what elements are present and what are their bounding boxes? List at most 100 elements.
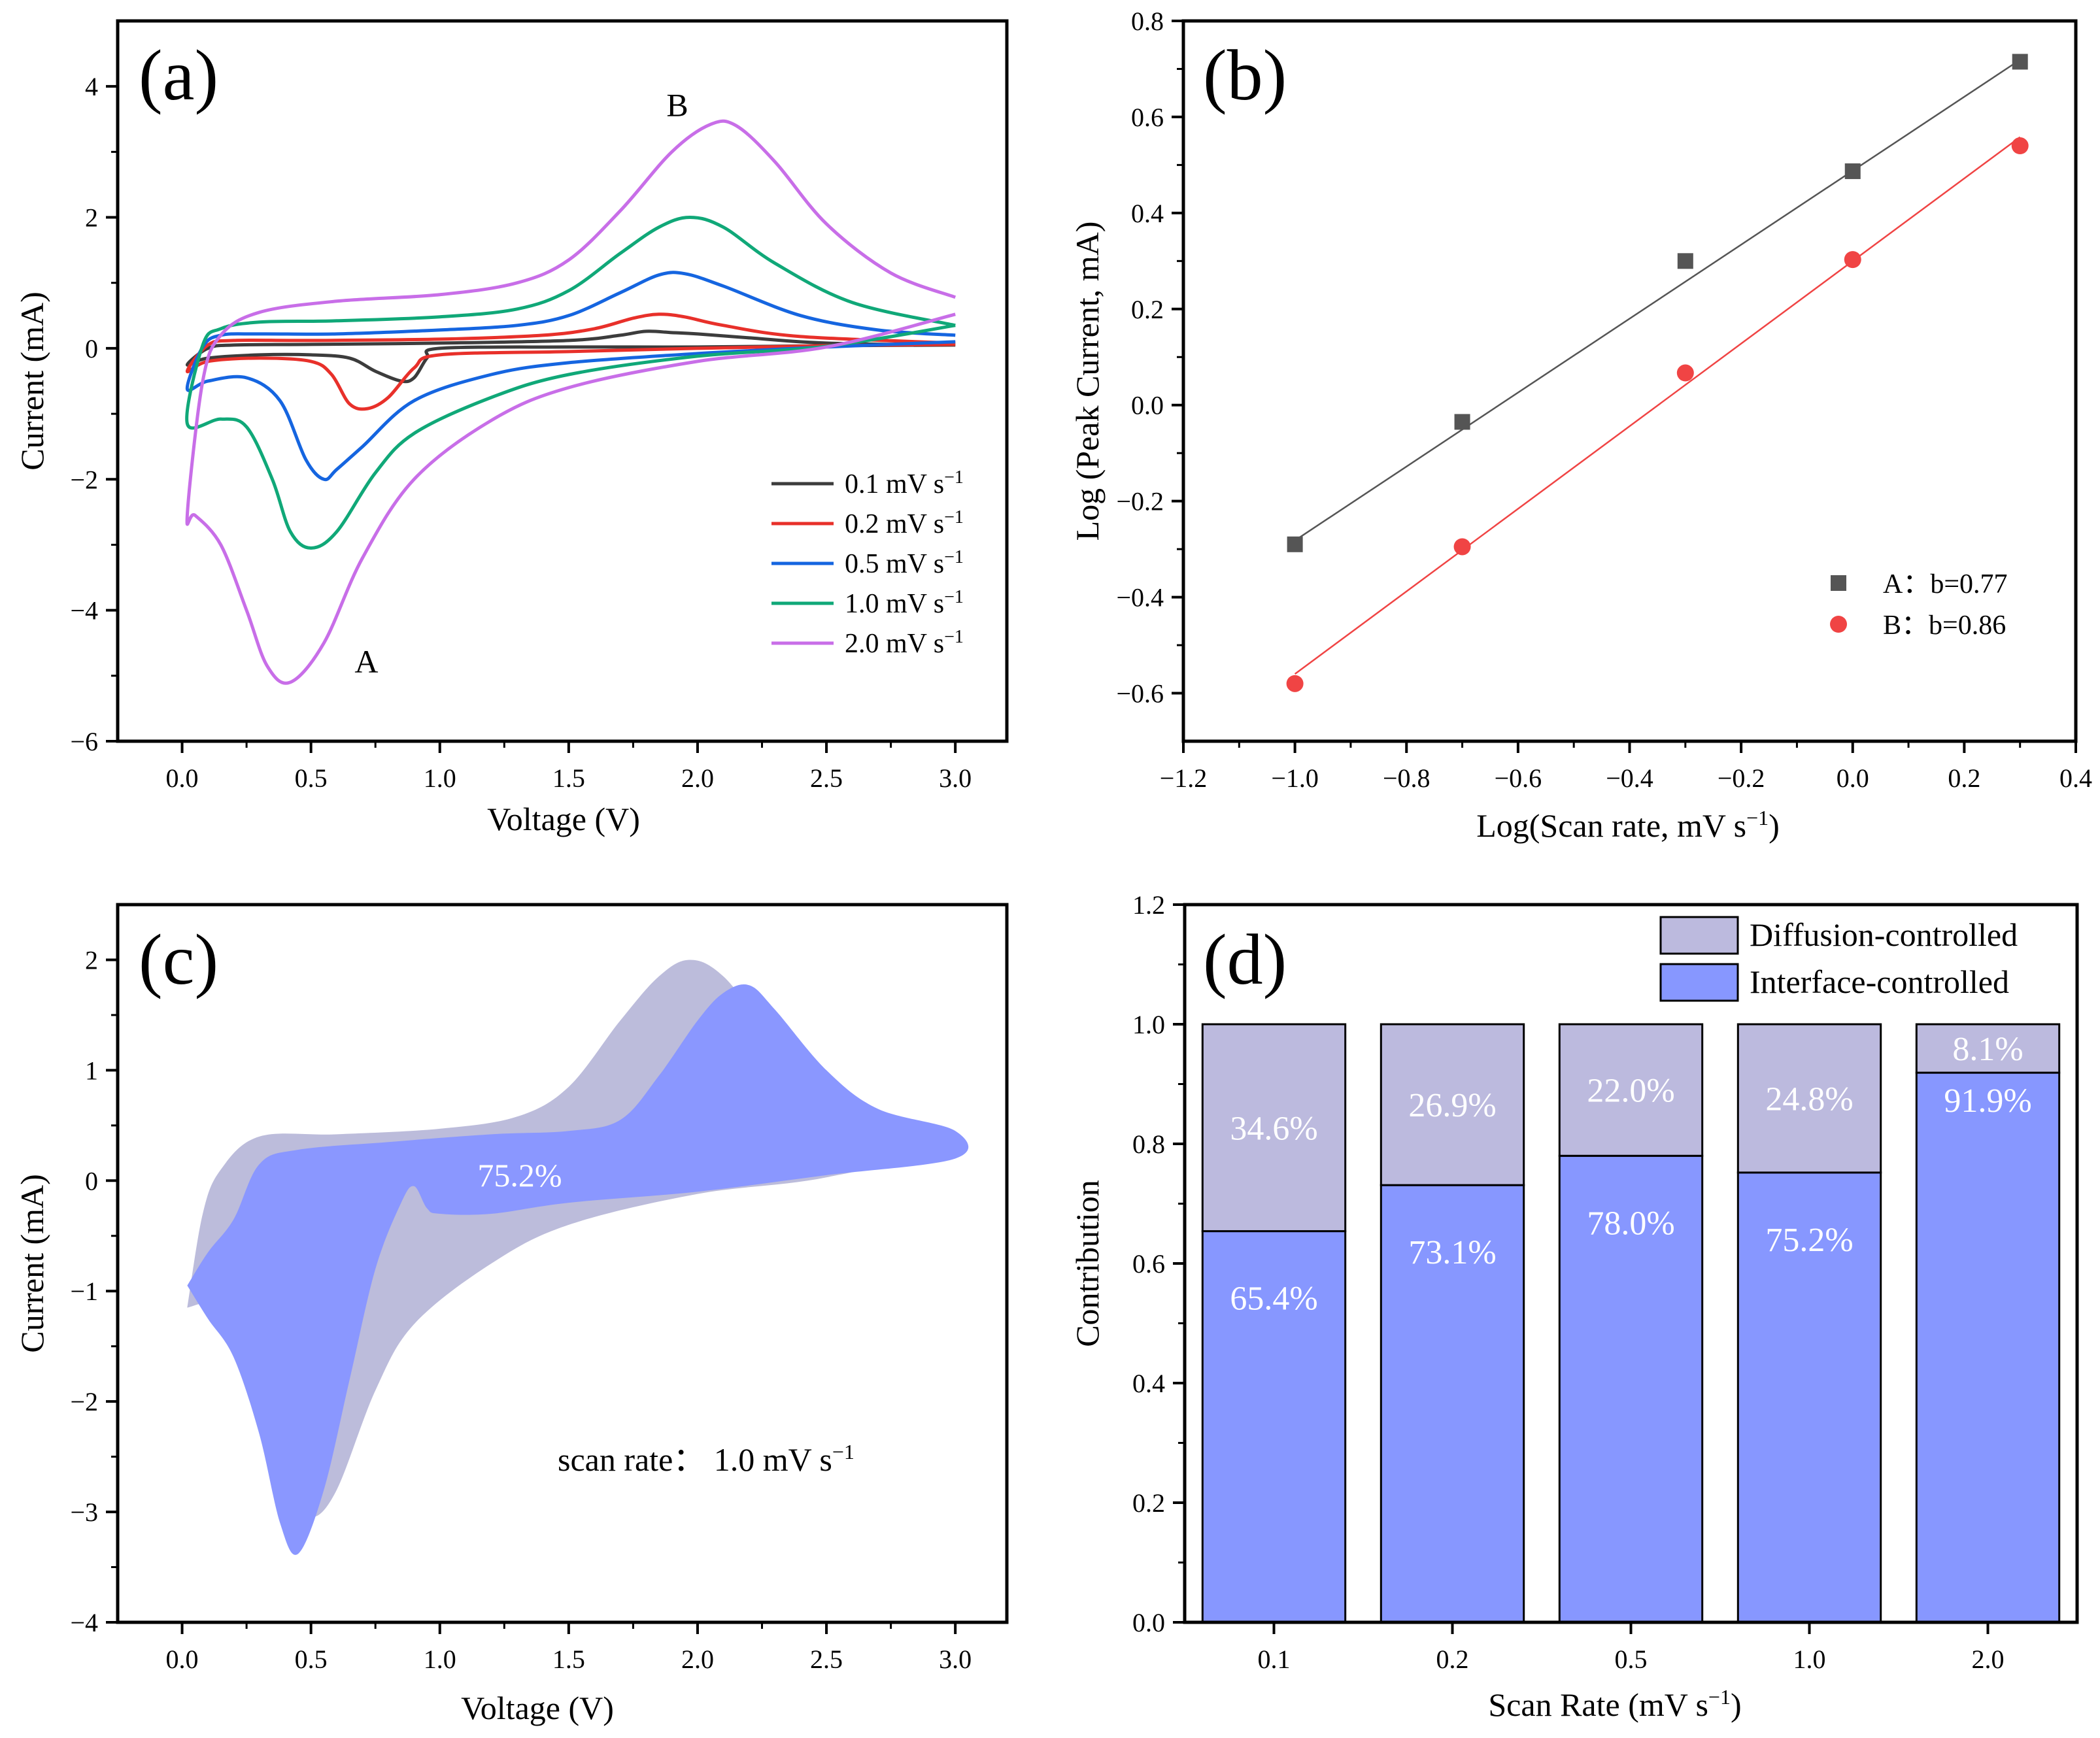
x-tick-label-c: 1.5 xyxy=(552,1645,585,1674)
peak-label-b: B xyxy=(666,86,688,123)
point-a xyxy=(2012,54,2028,70)
y-tick-label-a: 4 xyxy=(85,72,98,101)
x-tick-label-c: 0.5 xyxy=(295,1645,328,1674)
x-tick-label-d: 2.0 xyxy=(1972,1645,2005,1674)
x-tick-label-b: 0.4 xyxy=(2059,763,2092,793)
cv-curve-1 xyxy=(185,312,956,411)
capacitive-percent-label: 75.2% xyxy=(477,1157,562,1194)
y-tick-label-a: −2 xyxy=(70,465,98,494)
x-tick-label-a: 3.0 xyxy=(939,763,972,793)
y-tick-label-b: 0.2 xyxy=(1131,295,1164,324)
legend-label-b: A：b=0.77 xyxy=(1883,569,2008,599)
x-tick-label-b: −0.8 xyxy=(1383,763,1431,793)
ticks-d: 0.1 0.2 0.5 1.0 2.0 0.0 0.2 0.4 0.6 0.8 1.0 1.2 xyxy=(1132,890,2005,1674)
x-tick-label-a: 2.0 xyxy=(681,763,714,793)
y-axis-label-a: Current (mA) xyxy=(14,292,50,471)
point-b xyxy=(1453,538,1471,556)
y-tick-label-c: 0 xyxy=(85,1166,98,1195)
legend-label-d: Interface-controlled xyxy=(1750,963,2009,1000)
y-tick-label-a: −6 xyxy=(70,727,98,756)
cv-area-capacitive xyxy=(187,984,969,1555)
scan-rate-exponent: −1 xyxy=(832,1440,855,1463)
panel-b: −1.2 −1.0 −0.8 −0.6 −0.4 −0.2 0.0 0.2 0.4 −0.6 −0.… xyxy=(1069,7,2092,844)
bar-diffusion xyxy=(1558,1023,1704,1157)
y-axis-label-d: Contribution xyxy=(1069,1180,1106,1347)
y-tick-label-b: 0.6 xyxy=(1131,103,1164,132)
y-tick-label-c: −4 xyxy=(70,1608,98,1637)
plot-frame-a xyxy=(116,19,1009,743)
x-tick-label-c: 1.0 xyxy=(424,1645,456,1674)
fit-line-1 xyxy=(1294,136,2021,675)
y-tick-label-a: 2 xyxy=(85,203,98,233)
x-tick-label-b: −0.6 xyxy=(1495,763,1542,793)
panel-c: 0.0 0.5 1.0 1.5 2.0 2.5 3.0 −4 −3 −2 −1 0 1 2 (c) 75.… xyxy=(14,903,1009,1726)
x-tick-label-d: 0.2 xyxy=(1436,1645,1469,1674)
bar-value-label: 26.9% xyxy=(1408,1087,1496,1124)
legend-d: Diffusion-controlled Interface-controlled xyxy=(1659,916,2018,1002)
legend-swatch-d xyxy=(1659,963,1739,1002)
bar-diffusion xyxy=(1201,1023,1347,1233)
y-tick-label-c: 1 xyxy=(85,1056,98,1085)
point-a xyxy=(1844,163,1861,179)
x-tick-label-a: 2.5 xyxy=(810,763,843,793)
x-tick-label-d: 0.5 xyxy=(1615,1645,1648,1674)
y-tick-label-b: 0.8 xyxy=(1131,7,1164,36)
scan-rate-text: scan rate： 1.0 mV s xyxy=(558,1441,832,1478)
bar-value-label: 24.8% xyxy=(1765,1080,1853,1118)
fit-line-0 xyxy=(1294,59,2021,541)
bar-value-label: 75.2% xyxy=(1765,1222,1853,1259)
x-tick-label-d: 0.1 xyxy=(1258,1645,1291,1674)
y-tick-label-b: −0.6 xyxy=(1116,679,1164,709)
x-tick-label-c: 3.0 xyxy=(939,1645,972,1674)
x-tick-label-b: −0.4 xyxy=(1606,763,1653,793)
x-tick-label-a: 1.0 xyxy=(424,763,456,793)
point-a xyxy=(1677,253,1693,269)
y-tick-label-c: 2 xyxy=(85,945,98,975)
point-b xyxy=(1286,675,1304,692)
y-tick-label-d: 0.0 xyxy=(1132,1608,1165,1637)
bar-interface xyxy=(1558,1154,1704,1624)
bar-interface xyxy=(1915,1071,2061,1624)
cv-curve-2 xyxy=(185,271,956,482)
cv-curves-a xyxy=(185,119,957,685)
x-tick-label-b: −1.2 xyxy=(1160,763,1208,793)
legend-a: 0.1 mV s−1 0.2 mV s−1 0.5 mV s−1 1.0 mV s−1… xyxy=(771,467,964,659)
bar-value-label: 73.1% xyxy=(1408,1234,1496,1271)
panel-d: 65.4% 34.6% 73.1% 26.9% 78.0% 22.0% 75.2% 24.8%… xyxy=(1069,890,2079,1723)
legend-label-a: 0.2 mV s−1 xyxy=(845,507,964,540)
x-axis-label-b: Log(Scan rate, mV s−1) xyxy=(1476,806,1780,844)
cv-curve-3 xyxy=(185,216,956,550)
stacked-bars-d: 65.4% 34.6% 73.1% 26.9% 78.0% 22.0% 75.2% 24.8%… xyxy=(1201,1023,2061,1624)
y-tick-label-d: 0.4 xyxy=(1132,1369,1165,1398)
x-tick-label-b: −0.2 xyxy=(1718,763,1765,793)
point-b xyxy=(2011,137,2029,155)
x-axis-label-d: Scan Rate (mV s−1) xyxy=(1488,1685,1741,1723)
legend-label-a: 0.1 mV s−1 xyxy=(845,467,964,500)
panel-label-d: (d) xyxy=(1203,920,1287,999)
legend-label-a: 1.0 mV s−1 xyxy=(845,587,964,620)
y-axis-label-b: Log (Peak Current, mA) xyxy=(1069,222,1106,541)
panel-label-a: (a) xyxy=(139,35,218,115)
bar-value-label: 8.1% xyxy=(1952,1031,2023,1068)
x-tick-label-b: 0.2 xyxy=(1948,763,1980,793)
x-tick-label-c: 2.0 xyxy=(681,1645,714,1674)
cv-areas-c xyxy=(187,960,969,1555)
bar-value-label: 91.9% xyxy=(1944,1082,2031,1120)
legend-marker-b xyxy=(1830,616,1847,633)
ticks-a: 0.0 0.5 1.0 1.5 2.0 2.5 3.0 −6 −4 −2 0 2 4 xyxy=(70,72,972,793)
y-tick-label-c: −3 xyxy=(70,1497,98,1527)
y-tick-label-d: 0.2 xyxy=(1132,1488,1165,1518)
x-tick-label-c: 2.5 xyxy=(810,1645,843,1674)
bar-diffusion xyxy=(1736,1023,1882,1174)
scan-rate-note: scan rate： 1.0 mV s−1 xyxy=(558,1440,855,1478)
point-a xyxy=(1454,414,1470,430)
x-tick-label-c: 0.0 xyxy=(166,1645,199,1674)
y-axis-label-c: Current (mA) xyxy=(14,1174,50,1353)
y-tick-label-d: 1.2 xyxy=(1132,890,1165,920)
bar-diffusion xyxy=(1915,1023,2061,1074)
y-tick-label-c: −2 xyxy=(70,1387,98,1416)
panel-label-b: (b) xyxy=(1203,35,1287,115)
scatter-plot-b xyxy=(1286,54,2029,692)
point-b xyxy=(1676,364,1694,382)
legend-label-d: Diffusion-controlled xyxy=(1750,916,2018,953)
